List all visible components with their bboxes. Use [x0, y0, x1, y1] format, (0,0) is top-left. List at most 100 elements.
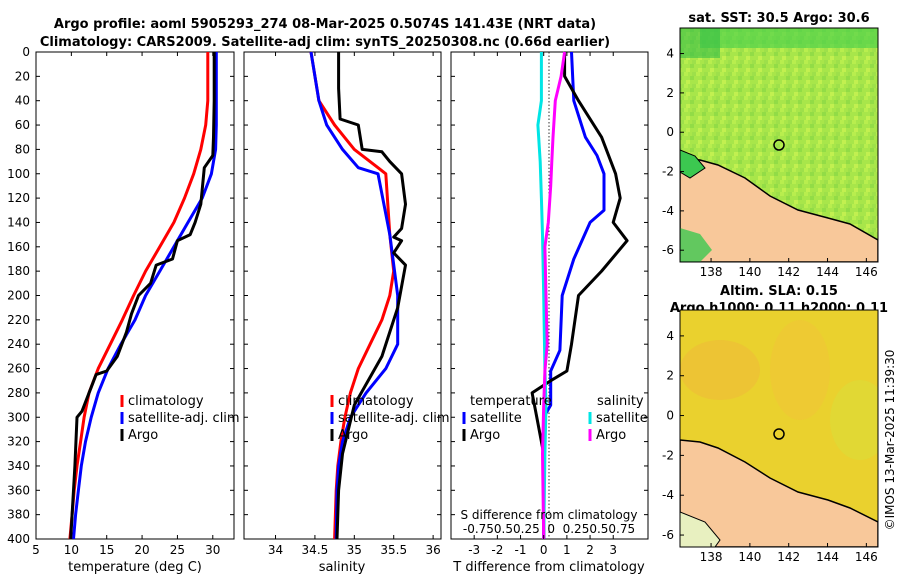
- map-lat-label: -4: [662, 488, 674, 502]
- depth-tick-label: 360: [7, 483, 30, 497]
- series-line-temperature-satellite: [542, 51, 606, 539]
- temperature-xlabel: temperature (deg C): [68, 560, 202, 575]
- salinity-panel: [243, 51, 442, 540]
- depth-tick-label: 340: [7, 459, 30, 473]
- map-lat-label: 0: [666, 125, 674, 139]
- x-tick-label: 35: [347, 543, 362, 557]
- depth-tick-label: 140: [7, 215, 30, 229]
- sla-yticks: 4 2 0 -2 -4 -6: [662, 329, 684, 542]
- x-tick-label: 34: [268, 543, 283, 557]
- depth-tick-label: 180: [7, 264, 30, 278]
- sla-map-title1: Altim. SLA: 0.15: [720, 284, 838, 299]
- depth-tick-label: 120: [7, 191, 30, 205]
- x-tick-label: -3: [468, 543, 480, 557]
- temperature-xticks: 5 10 15 20 25 30: [32, 52, 220, 557]
- depth-tick-label: 0: [22, 45, 30, 59]
- map-lon-label: 138: [700, 550, 723, 564]
- x-tick-label: 34.5: [302, 543, 329, 557]
- legend-temperature-heading: temperature: [470, 394, 552, 409]
- map-lat-label: 2: [666, 86, 674, 100]
- depth-tick-label: 300: [7, 410, 30, 424]
- map-lon-label: 144: [816, 550, 839, 564]
- depth-tick-label: 40: [15, 94, 30, 108]
- map-lat-label: 2: [666, 369, 674, 383]
- sla-map-frame: [679, 309, 879, 548]
- legend-s-argo: Argo: [596, 428, 626, 443]
- depth-tick-label: 380: [7, 508, 30, 522]
- temperature-legend: climatology satellite-adj. clim Argo: [120, 394, 240, 443]
- map-lon-label: 146: [855, 550, 878, 564]
- depth-tick-label: 260: [7, 362, 30, 376]
- legend-t-satellite: satellite: [470, 411, 522, 426]
- salinity-xticks: 34 34.5 35 35.5 36: [268, 52, 441, 557]
- salinity-plot: [309, 51, 407, 540]
- depth-tick-label: 160: [7, 240, 30, 254]
- difference-legend: temperature salinity satellite Argo sate…: [462, 394, 648, 443]
- x-tick-label: 15: [99, 543, 114, 557]
- x-tick-label: 25: [170, 543, 185, 557]
- depth-tick-label: 280: [7, 386, 30, 400]
- series-line-climatology: [309, 51, 396, 540]
- depth-tick-label: 240: [7, 337, 30, 351]
- depth-tick-label: 60: [15, 118, 30, 132]
- sst-yticks: 4 2 0 -2 -4 -6: [662, 47, 684, 257]
- sst-argo-marker: [773, 139, 785, 151]
- legend-argo-2: Argo: [338, 428, 368, 443]
- difference-xticks: -3 -2 -1 0 1 2 3: [468, 52, 617, 557]
- temperature-panel: [35, 51, 235, 540]
- series-line-salinity-argo: [541, 51, 567, 540]
- legend-climatology: climatology: [128, 394, 204, 409]
- series-line-satellite-adj-clim: [309, 51, 400, 540]
- series-line-argo: [335, 52, 407, 540]
- difference-panel: [450, 51, 649, 540]
- x-tick-label: 20: [134, 543, 149, 557]
- series-line-climatology: [68, 52, 210, 540]
- sst-map-title: sat. SST: 30.5 Argo: 30.6: [688, 11, 869, 26]
- figure-title-line2: Climatology: CARS2009. Satellite-adj cli…: [40, 35, 610, 50]
- map-lat-label: -2: [662, 448, 674, 462]
- legend-climatology-2: climatology: [338, 394, 414, 409]
- difference-plot: [530, 51, 629, 540]
- temperature-plot: [68, 52, 218, 540]
- map-lat-label: 0: [666, 409, 674, 423]
- series-line-argo: [69, 52, 216, 540]
- map-lon-label: 142: [777, 265, 800, 279]
- series-line-satellite-adj-clim: [72, 52, 218, 540]
- legend-s-satellite: satellite: [596, 411, 648, 426]
- map-lat-label: -4: [662, 204, 674, 218]
- series-line-temperature-argo: [530, 52, 629, 539]
- map-lat-label: 4: [666, 329, 674, 343]
- depth-tick-label: 220: [7, 313, 30, 327]
- x-tick-label: 5: [32, 543, 40, 557]
- depth-axis: 0 20 40 60 80 100 120 140 160 180 200 220 240 260 280 3…: [7, 45, 648, 546]
- depth-tick-label: 320: [7, 435, 30, 449]
- sst-map: [680, 28, 878, 262]
- map-lon-label: 142: [777, 550, 800, 564]
- legend-argo: Argo: [128, 428, 158, 443]
- legend-t-argo: Argo: [470, 428, 500, 443]
- sst-xticks: 138 140 142 144 146: [700, 258, 878, 279]
- depth-tick-label: 80: [15, 142, 30, 156]
- map-lon-label: 140: [738, 550, 761, 564]
- depth-tick-label: 20: [15, 69, 30, 83]
- x-tick-label: 0: [540, 543, 548, 557]
- s-difference-label: S difference from climatology: [461, 508, 638, 522]
- depth-tick-label: 400: [7, 532, 30, 546]
- salinity-legend: climatology satellite-adj. clim Argo: [330, 394, 450, 443]
- imos-watermark: ©IMOS 13-Mar-2025 11:39:30: [883, 350, 897, 531]
- x-tick-label: 1: [563, 543, 571, 557]
- x-tick-label: 35.5: [380, 543, 407, 557]
- legend-satellite: satellite-adj. clim: [128, 411, 240, 426]
- sst-map-frame: [679, 27, 879, 263]
- series-line-salinity-satellite: [536, 52, 548, 540]
- x-tick-label: 30: [205, 543, 220, 557]
- x-tick-label: -2: [491, 543, 503, 557]
- x-tick-label: 3: [609, 543, 617, 557]
- difference-xlabel: T difference from climatology: [452, 560, 645, 575]
- depth-tick-label: 100: [7, 167, 30, 181]
- x-tick-label: 36: [425, 543, 440, 557]
- sla-map: [680, 310, 878, 547]
- x-tick-label: -1: [515, 543, 527, 557]
- legend-salinity-heading: salinity: [597, 394, 644, 409]
